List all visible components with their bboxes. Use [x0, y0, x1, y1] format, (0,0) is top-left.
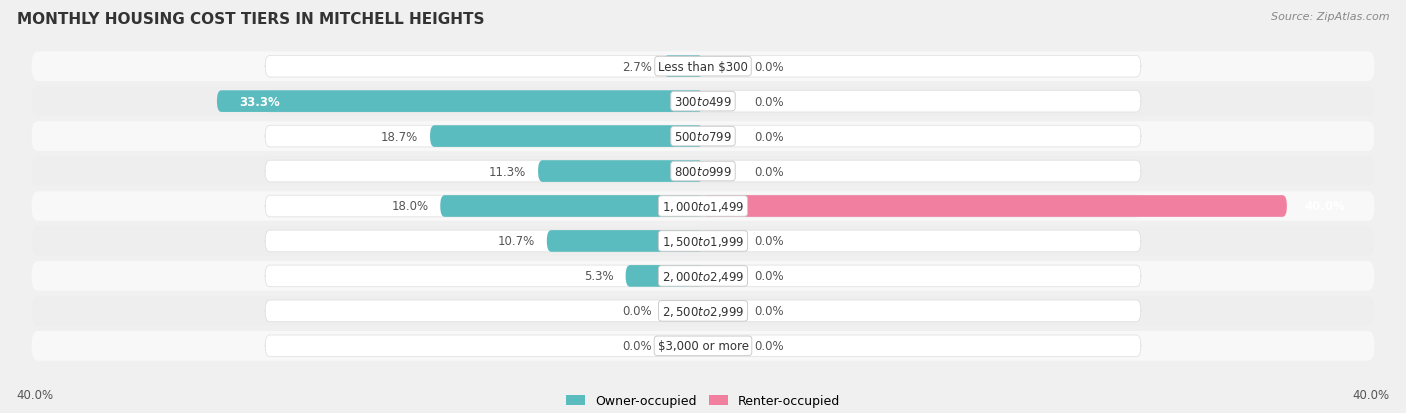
Text: 0.0%: 0.0%	[754, 235, 783, 248]
FancyBboxPatch shape	[266, 196, 1140, 217]
FancyBboxPatch shape	[266, 161, 1140, 183]
Text: $800 to $999: $800 to $999	[673, 165, 733, 178]
Text: 0.0%: 0.0%	[754, 61, 783, 74]
Text: 0.0%: 0.0%	[623, 305, 652, 318]
Text: $1,500 to $1,999: $1,500 to $1,999	[662, 235, 744, 248]
Text: 2.7%: 2.7%	[621, 61, 652, 74]
FancyBboxPatch shape	[31, 296, 1375, 326]
FancyBboxPatch shape	[703, 196, 1286, 217]
Text: 18.7%: 18.7%	[381, 130, 419, 143]
Text: $300 to $499: $300 to $499	[673, 95, 733, 108]
Text: 0.0%: 0.0%	[754, 270, 783, 283]
FancyBboxPatch shape	[266, 335, 1140, 357]
Text: $2,500 to $2,999: $2,500 to $2,999	[662, 304, 744, 318]
Text: 40.0%: 40.0%	[1353, 388, 1389, 401]
Legend: Owner-occupied, Renter-occupied: Owner-occupied, Renter-occupied	[567, 394, 839, 408]
FancyBboxPatch shape	[31, 157, 1375, 186]
FancyBboxPatch shape	[31, 227, 1375, 256]
Text: 40.0%: 40.0%	[17, 388, 53, 401]
FancyBboxPatch shape	[626, 266, 703, 287]
FancyBboxPatch shape	[664, 56, 703, 78]
FancyBboxPatch shape	[266, 91, 1140, 113]
FancyBboxPatch shape	[266, 266, 1140, 287]
FancyBboxPatch shape	[31, 52, 1375, 82]
FancyBboxPatch shape	[31, 261, 1375, 291]
Text: 0.0%: 0.0%	[754, 130, 783, 143]
Text: Less than $300: Less than $300	[658, 61, 748, 74]
Text: $2,000 to $2,499: $2,000 to $2,499	[662, 269, 744, 283]
FancyBboxPatch shape	[266, 300, 1140, 322]
Text: 10.7%: 10.7%	[498, 235, 536, 248]
Text: 0.0%: 0.0%	[754, 95, 783, 108]
FancyBboxPatch shape	[440, 196, 703, 217]
FancyBboxPatch shape	[266, 126, 1140, 147]
Text: 40.0%: 40.0%	[1305, 200, 1346, 213]
FancyBboxPatch shape	[31, 192, 1375, 221]
FancyBboxPatch shape	[538, 161, 703, 183]
FancyBboxPatch shape	[31, 122, 1375, 152]
Text: $1,000 to $1,499: $1,000 to $1,499	[662, 199, 744, 214]
Text: MONTHLY HOUSING COST TIERS IN MITCHELL HEIGHTS: MONTHLY HOUSING COST TIERS IN MITCHELL H…	[17, 12, 485, 27]
FancyBboxPatch shape	[31, 87, 1375, 117]
Text: 0.0%: 0.0%	[754, 339, 783, 352]
Text: 0.0%: 0.0%	[623, 339, 652, 352]
FancyBboxPatch shape	[547, 230, 703, 252]
Text: 18.0%: 18.0%	[391, 200, 429, 213]
FancyBboxPatch shape	[31, 331, 1375, 361]
Text: $3,000 or more: $3,000 or more	[658, 339, 748, 352]
Text: 0.0%: 0.0%	[754, 165, 783, 178]
Text: 5.3%: 5.3%	[585, 270, 614, 283]
FancyBboxPatch shape	[266, 56, 1140, 78]
FancyBboxPatch shape	[430, 126, 703, 147]
FancyBboxPatch shape	[266, 230, 1140, 252]
Text: Source: ZipAtlas.com: Source: ZipAtlas.com	[1271, 12, 1389, 22]
Text: 11.3%: 11.3%	[489, 165, 526, 178]
Text: 0.0%: 0.0%	[754, 305, 783, 318]
Text: 33.3%: 33.3%	[239, 95, 280, 108]
Text: $500 to $799: $500 to $799	[673, 130, 733, 143]
FancyBboxPatch shape	[217, 91, 703, 113]
